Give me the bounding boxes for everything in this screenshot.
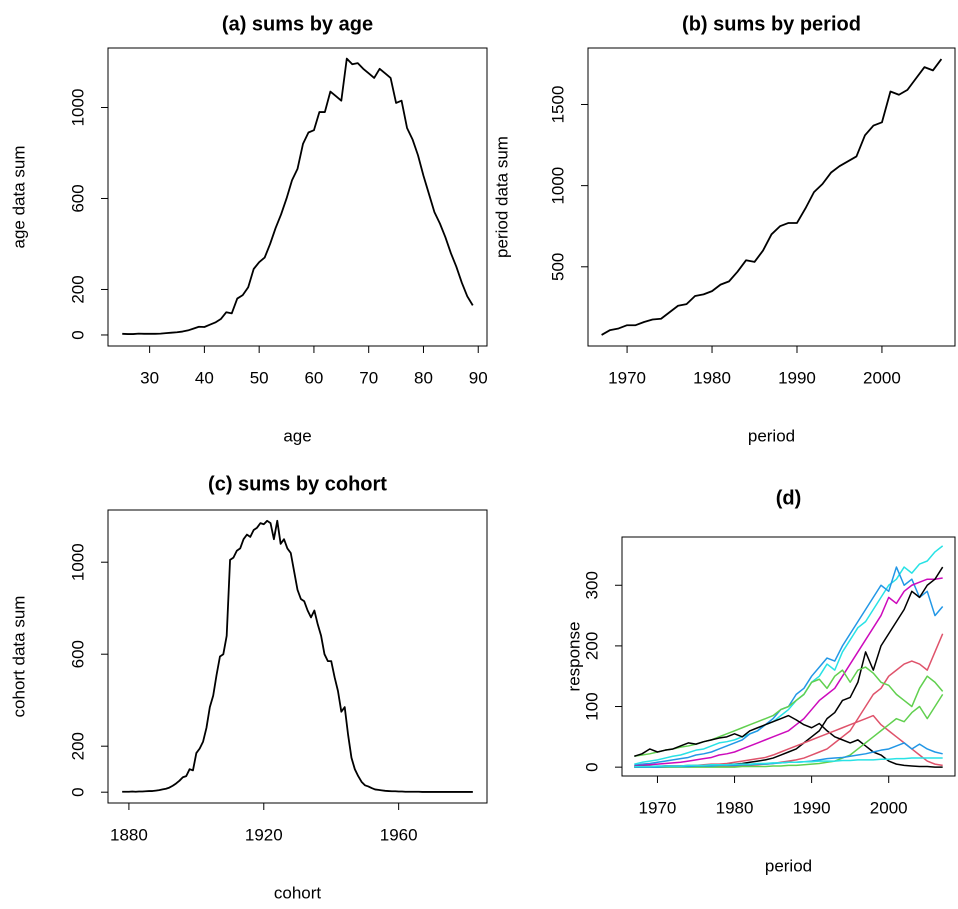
x-axis-label: age: [283, 426, 311, 445]
data-line: [122, 519, 473, 793]
plot-box: [107, 509, 488, 804]
y-tick-label: 200: [68, 275, 87, 303]
data-line: [634, 577, 943, 767]
y-axis-label: age data sum: [9, 145, 28, 248]
x-tick-label: 1980: [693, 368, 731, 387]
data-line: [634, 714, 943, 768]
x-axis-label: period: [765, 856, 812, 875]
y-tick-label: 0: [68, 787, 87, 796]
y-tick-label: 0: [68, 330, 87, 339]
data-line: [634, 666, 944, 757]
x-tick-label: 1980: [716, 798, 754, 817]
plot-box: [621, 536, 956, 777]
x-tick-label: 2000: [863, 368, 901, 387]
y-tick-label: 1000: [68, 89, 87, 127]
x-tick-label: 30: [140, 368, 159, 387]
y-tick-label: 500: [548, 253, 567, 281]
y-axis-label: period data sum: [492, 136, 511, 258]
data-line: [634, 714, 943, 768]
y-tick-label: 100: [582, 692, 601, 720]
x-tick-label: 1880: [110, 825, 148, 844]
x-tick-label: 1960: [380, 825, 418, 844]
y-axis-label: cohort data sum: [9, 596, 28, 718]
x-tick-label: 1970: [608, 368, 646, 387]
y-tick-label: 0: [582, 762, 601, 771]
y-tick-label: 600: [68, 640, 87, 668]
data-line: [634, 757, 943, 768]
y-tick-label: 1000: [548, 167, 567, 205]
y-tick-label: 200: [68, 732, 87, 760]
x-axis-label: cohort: [274, 883, 322, 902]
data-line: [634, 566, 944, 767]
chart-title: (a) sums by age: [222, 13, 373, 35]
x-tick-label: 1970: [639, 798, 677, 817]
chart-title: (b) sums by period: [682, 13, 861, 35]
x-tick-label: 1990: [778, 368, 816, 387]
x-tick-label: 80: [414, 368, 433, 387]
y-tick-label: 200: [582, 632, 601, 660]
y-tick-label: 1000: [68, 543, 87, 581]
y-tick-label: 600: [68, 184, 87, 212]
chart-title: (d): [776, 487, 802, 509]
y-tick-label: 1500: [548, 86, 567, 124]
x-tick-label: 50: [250, 368, 269, 387]
x-tick-label: 1990: [793, 798, 831, 817]
chart-title: (c) sums by cohort: [208, 473, 387, 495]
data-line: [122, 57, 474, 335]
x-tick-label: 40: [195, 368, 214, 387]
x-axis-label: period: [748, 426, 795, 445]
x-tick-label: 1920: [245, 825, 283, 844]
x-tick-label: 70: [359, 368, 378, 387]
y-axis-label: response: [564, 622, 583, 692]
plot-box: [587, 47, 956, 347]
x-tick-label: 2000: [870, 798, 908, 817]
x-tick-label: 60: [304, 368, 323, 387]
data-line: [601, 58, 943, 336]
x-tick-label: 90: [469, 368, 488, 387]
y-tick-label: 300: [582, 571, 601, 599]
